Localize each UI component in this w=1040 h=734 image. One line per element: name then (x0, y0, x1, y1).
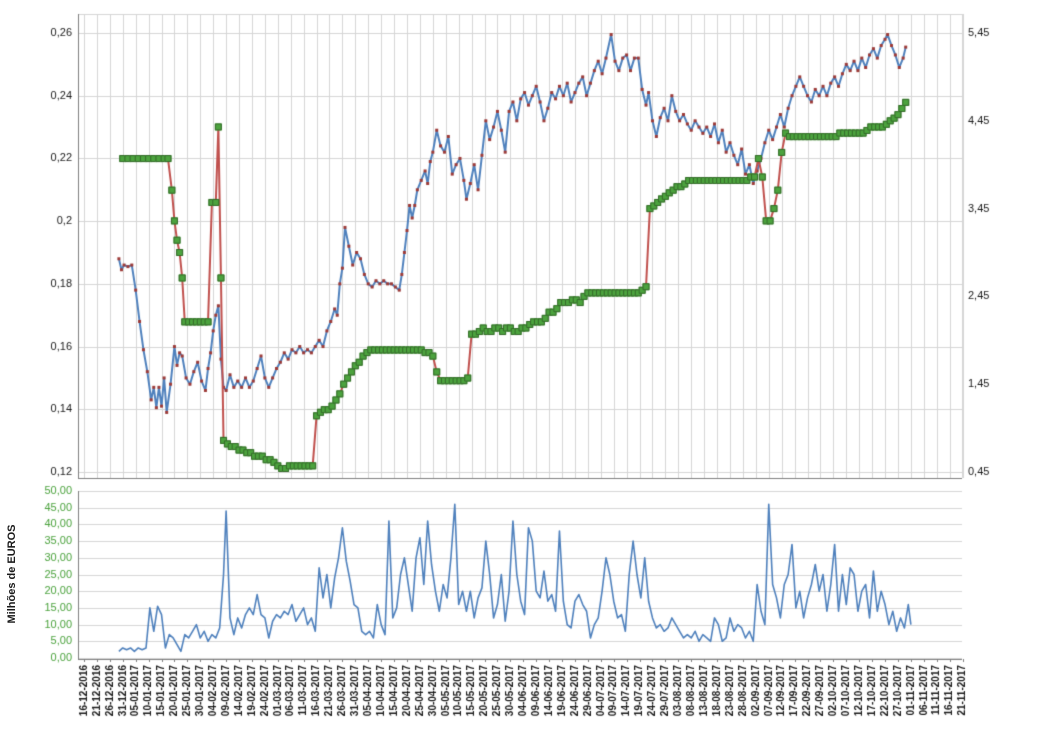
volume-axis-title: Milhões de EUROS (6, 524, 18, 624)
